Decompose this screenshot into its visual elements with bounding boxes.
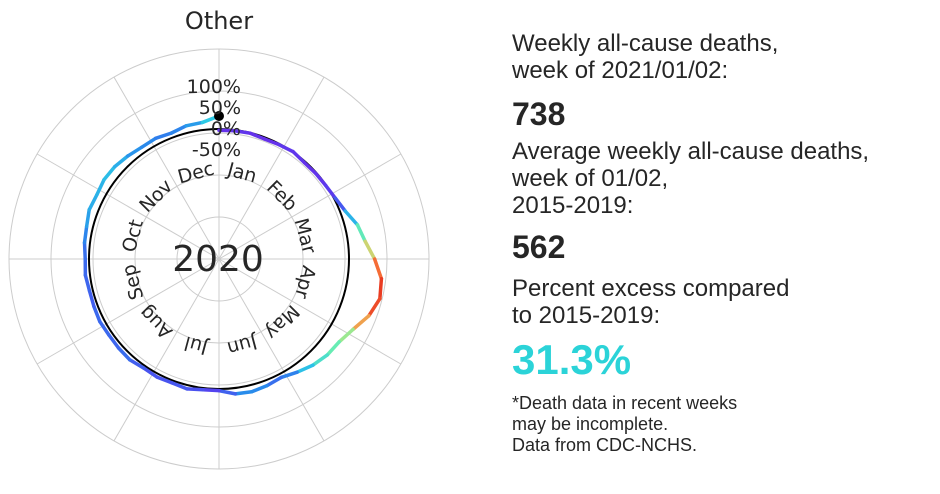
series-segment-45 — [102, 164, 117, 182]
series-segment-2 — [232, 129, 252, 135]
series-segment-32 — [127, 358, 146, 370]
grid-spoke-1 — [218, 76, 325, 260]
series-segment-27 — [201, 387, 221, 393]
series-segment-25 — [233, 389, 254, 396]
series-segment-17 — [351, 314, 371, 332]
month-label-jun: Jun — [225, 330, 260, 359]
series-segment-7 — [302, 160, 318, 176]
series-segment-48 — [140, 136, 158, 149]
series-segment-49 — [153, 131, 174, 141]
month-label-jul: Jul — [182, 331, 211, 358]
series-segment-23 — [265, 375, 283, 388]
series-segment-9 — [323, 183, 337, 200]
chart-title: Other — [185, 7, 253, 35]
excess-death-series — [82, 110, 384, 396]
data-source-note: *Death data in recent weeks may be incom… — [512, 393, 738, 455]
radial-tick-labels: 100%50%0%-50% — [187, 76, 241, 161]
radial-tick-label-3: -50% — [192, 139, 241, 161]
month-label-nov: Nov — [135, 175, 177, 217]
series-segment-31 — [141, 366, 159, 379]
series-segment-37 — [87, 289, 96, 309]
series-segment-8 — [313, 171, 328, 188]
series-segment-21 — [295, 363, 315, 374]
series-segment-38 — [83, 273, 92, 293]
month-label-jan: Jan — [224, 158, 259, 187]
series-segment-24 — [249, 383, 269, 394]
series-segment-35 — [98, 319, 111, 337]
grid-spoke-11 — [113, 76, 220, 260]
month-label-mar: Mar — [290, 216, 321, 257]
series-segment-10 — [333, 196, 348, 213]
percent-excess-label: Percent excess compared to 2015-2019: — [512, 275, 790, 329]
grid-spoke-8 — [36, 258, 220, 365]
series-segment-3 — [248, 131, 267, 141]
summary-panel: Weekly all-cause deaths, week of 2021/01… — [512, 30, 932, 456]
grid-spoke-10 — [36, 153, 220, 260]
month-label-aug: Aug — [135, 301, 177, 343]
series-segment-42 — [84, 208, 91, 229]
average-deaths-label: Average weekly all-cause deaths, week of… — [512, 138, 870, 219]
radial-tick-label-0: 100% — [187, 76, 241, 98]
weekly-deaths-label: Weekly all-cause deaths, week of 2021/01… — [512, 30, 779, 84]
series-segment-1 — [217, 128, 237, 133]
series-segment-30 — [155, 375, 174, 385]
month-label-sep: Sep — [118, 262, 149, 302]
series-segment-4 — [262, 137, 281, 147]
series-segment-33 — [116, 346, 132, 362]
series-segment-34 — [107, 333, 121, 350]
series-segment-20 — [311, 353, 330, 367]
series-segment-16 — [367, 296, 382, 318]
month-label-apr: Apr — [290, 263, 320, 301]
month-label-oct: Oct — [118, 217, 148, 254]
average-deaths-value: 562 — [512, 229, 566, 265]
radial-tick-label-2: 0% — [211, 118, 241, 140]
series-segment-36 — [92, 304, 102, 324]
series-segment-26 — [217, 388, 238, 396]
series-segment-29 — [170, 381, 189, 391]
polar-grid — [8, 48, 430, 470]
grid-spoke-2 — [218, 153, 402, 260]
series-segment-43 — [87, 193, 99, 212]
series-segment-51 — [184, 120, 205, 128]
series-segment-40 — [82, 240, 87, 261]
weekly-deaths-value: 738 — [512, 96, 566, 132]
series-segment-18 — [337, 327, 355, 344]
grid-spoke-5 — [218, 258, 325, 442]
grid-spoke-4 — [218, 258, 402, 365]
month-label-dec: Dec — [175, 158, 216, 189]
percent-excess-value: 31.3% — [512, 336, 632, 383]
series-segment-28 — [185, 387, 205, 392]
month-label-feb: Feb — [262, 176, 301, 215]
series-segment-47 — [126, 145, 144, 158]
radial-tick-label-1: 50% — [199, 97, 241, 119]
series-segment-12 — [355, 223, 367, 244]
series-segment-44 — [95, 177, 106, 197]
year-center-label: 2020 — [172, 239, 264, 280]
month-label-may: May — [260, 300, 303, 343]
latest-point-marker — [214, 110, 224, 121]
series-segment-50 — [169, 124, 188, 135]
series-segment-14 — [372, 257, 384, 281]
series-segment-6 — [291, 149, 307, 165]
series-segment-13 — [363, 239, 377, 261]
series-segment-11 — [343, 209, 360, 227]
series-segment-46 — [113, 154, 130, 169]
series-segment-15 — [378, 276, 384, 301]
series-segment-22 — [279, 370, 299, 380]
series-segment-41 — [82, 224, 89, 245]
grid-spoke-7 — [113, 258, 220, 442]
series-segment-5 — [277, 142, 295, 154]
series-segment-19 — [325, 340, 341, 357]
